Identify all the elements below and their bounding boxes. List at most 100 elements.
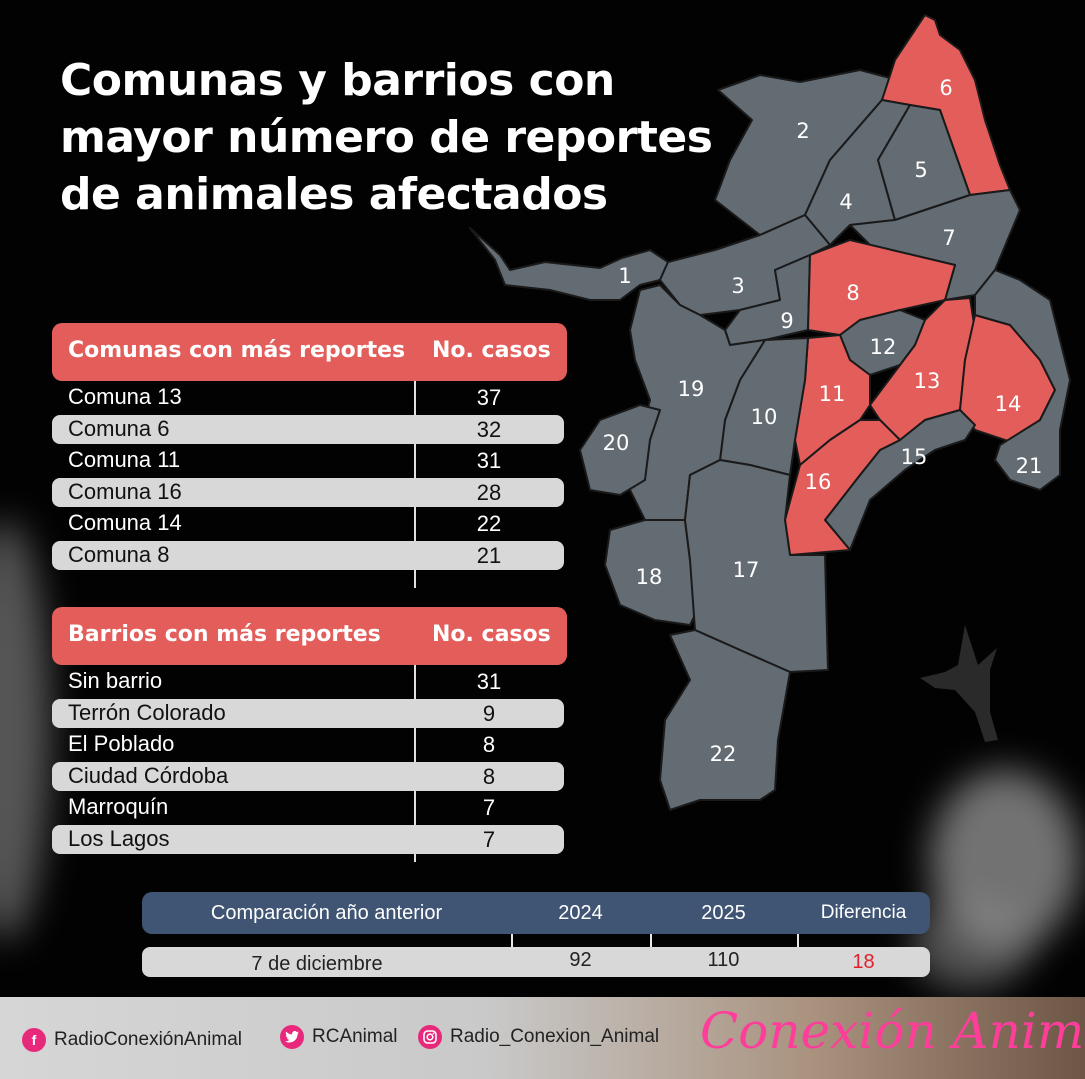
row-value: 28 bbox=[476, 479, 502, 505]
comparison-label-header: Comparación año anterior bbox=[210, 901, 443, 924]
instagram-icon bbox=[418, 1025, 442, 1049]
table-row: Comuna 16 28 bbox=[52, 476, 567, 508]
row-value: 7 bbox=[482, 795, 496, 820]
map-label: 21 bbox=[1016, 454, 1043, 478]
comparison-table: Comparación año anterior 2024 2025 Difer… bbox=[142, 892, 930, 977]
row-name: Comuna 11 bbox=[68, 447, 181, 472]
row-name: Terrón Colorado bbox=[68, 699, 226, 725]
barrios-table: Barrios con más reportes No. casos Sin b… bbox=[52, 607, 567, 862]
row-name: Comuna 14 bbox=[68, 510, 182, 535]
map-label: 17 bbox=[733, 558, 760, 582]
map-label: 8 bbox=[846, 281, 859, 305]
row-name: Ciudad Córdoba bbox=[68, 762, 229, 788]
table-row: Comuna 8 21 bbox=[52, 539, 567, 571]
map-label: 22 bbox=[710, 742, 737, 766]
title-line: mayor número de reportes bbox=[60, 112, 713, 163]
row-name: Sin barrio bbox=[68, 668, 163, 693]
row-name: Comuna 16 bbox=[68, 478, 182, 504]
row-value: 31 bbox=[476, 448, 502, 473]
instagram-link[interactable]: Radio_Conexion_Animal bbox=[418, 1025, 659, 1049]
map-label: 7 bbox=[942, 226, 955, 250]
map-label: 15 bbox=[901, 445, 928, 469]
table-row: Sin barrio 31 bbox=[52, 665, 567, 697]
brand-logo: Conexión Animal bbox=[700, 1002, 1085, 1060]
row-value: 32 bbox=[476, 416, 502, 442]
diff-header: Diferencia bbox=[820, 902, 907, 923]
year-curr-header: 2025 bbox=[701, 901, 746, 924]
table-row: Comuna 11 31 bbox=[52, 444, 567, 476]
row-value: 22 bbox=[476, 511, 502, 536]
map-comuna-1 bbox=[469, 227, 669, 301]
row-name: Marroquín bbox=[68, 794, 169, 819]
barrios-header-label: Barrios con más reportes bbox=[68, 622, 381, 647]
map-label: 13 bbox=[914, 369, 941, 393]
barrios-table-header: Barrios con más reportes No. casos bbox=[52, 607, 567, 665]
comparison-date: 7 de diciembre bbox=[251, 952, 383, 975]
smoke-bottom-decoration bbox=[910, 900, 1030, 990]
twitter-link[interactable]: RCAnimal bbox=[280, 1025, 398, 1049]
title-line: Comunas y barrios con bbox=[60, 55, 615, 106]
map-label: 9 bbox=[780, 309, 793, 333]
title-line: de animales afectados bbox=[60, 169, 608, 220]
map-label: 16 bbox=[805, 470, 832, 494]
map-label: 18 bbox=[636, 565, 663, 589]
table-row: Los Lagos 7 bbox=[52, 823, 567, 855]
row-name: El Poblado bbox=[68, 731, 175, 756]
comparison-header: Comparación año anterior 2024 2025 Difer… bbox=[142, 892, 930, 934]
footer bbox=[0, 997, 1085, 1079]
year-prev-header: 2024 bbox=[558, 901, 603, 924]
map-label: 20 bbox=[603, 431, 630, 455]
row-value: 7 bbox=[482, 826, 496, 852]
facebook-link[interactable]: f RadioConexiónAnimal bbox=[22, 1028, 242, 1052]
map-label: 6 bbox=[939, 76, 952, 100]
map-label: 11 bbox=[819, 382, 846, 406]
facebook-icon: f bbox=[22, 1028, 46, 1052]
row-name: Los Lagos bbox=[68, 825, 170, 851]
map-comuna-21 bbox=[974, 269, 1071, 491]
table-row: El Poblado 8 bbox=[52, 728, 567, 760]
row-name: Comuna 8 bbox=[68, 541, 170, 567]
map-label: 19 bbox=[678, 377, 705, 401]
row-value: 8 bbox=[482, 763, 496, 789]
row-value: 37 bbox=[476, 385, 502, 410]
map-label: 2 bbox=[796, 119, 809, 143]
value-prev: 92 bbox=[569, 948, 592, 971]
row-value: 31 bbox=[476, 669, 502, 694]
map-label: 1 bbox=[618, 264, 631, 288]
table-row: Comuna 13 37 bbox=[52, 381, 567, 413]
table-row: Comuna 6 32 bbox=[52, 413, 567, 445]
barrios-value-header: No. casos bbox=[432, 622, 551, 647]
map-label: 12 bbox=[870, 335, 897, 359]
comunas-table: Comunas con más reportes No. casos Comun… bbox=[52, 323, 567, 588]
instagram-handle: Radio_Conexion_Animal bbox=[450, 1026, 660, 1047]
row-value: 21 bbox=[476, 542, 502, 568]
map-label: 4 bbox=[839, 190, 852, 214]
table-row: Marroquín 7 bbox=[52, 791, 567, 823]
map-label: 14 bbox=[995, 392, 1022, 416]
row-name: Comuna 6 bbox=[68, 415, 170, 441]
comunas-value-header: No. casos bbox=[432, 338, 551, 363]
facebook-handle: RadioConexiónAnimal bbox=[54, 1029, 242, 1050]
table-row: Terrón Colorado 9 bbox=[52, 697, 567, 729]
row-value: 8 bbox=[482, 732, 496, 757]
table-row: Ciudad Córdoba 8 bbox=[52, 760, 567, 792]
comparison-row: 7 de diciembre 92 110 18 bbox=[142, 947, 930, 977]
page-title: Comunas y barrios con mayor número de re… bbox=[60, 52, 720, 223]
comunas-header-label: Comunas con más reportes bbox=[68, 338, 406, 363]
bird-icon bbox=[920, 625, 998, 742]
row-value: 9 bbox=[482, 700, 496, 726]
diff-value: 18 bbox=[852, 950, 875, 973]
map-label: 5 bbox=[914, 158, 927, 182]
map-comuna-22 bbox=[659, 629, 791, 811]
map-comuna-20 bbox=[579, 404, 661, 496]
comunas-table-header: Comunas con más reportes No. casos bbox=[52, 323, 567, 381]
twitter-icon bbox=[280, 1025, 304, 1049]
table-row: Comuna 14 22 bbox=[52, 507, 567, 539]
row-name: Comuna 13 bbox=[68, 384, 182, 409]
map-label: 10 bbox=[751, 405, 778, 429]
map-comuna-17 bbox=[684, 459, 829, 673]
twitter-handle: RCAnimal bbox=[312, 1026, 398, 1047]
value-curr: 110 bbox=[707, 948, 740, 971]
